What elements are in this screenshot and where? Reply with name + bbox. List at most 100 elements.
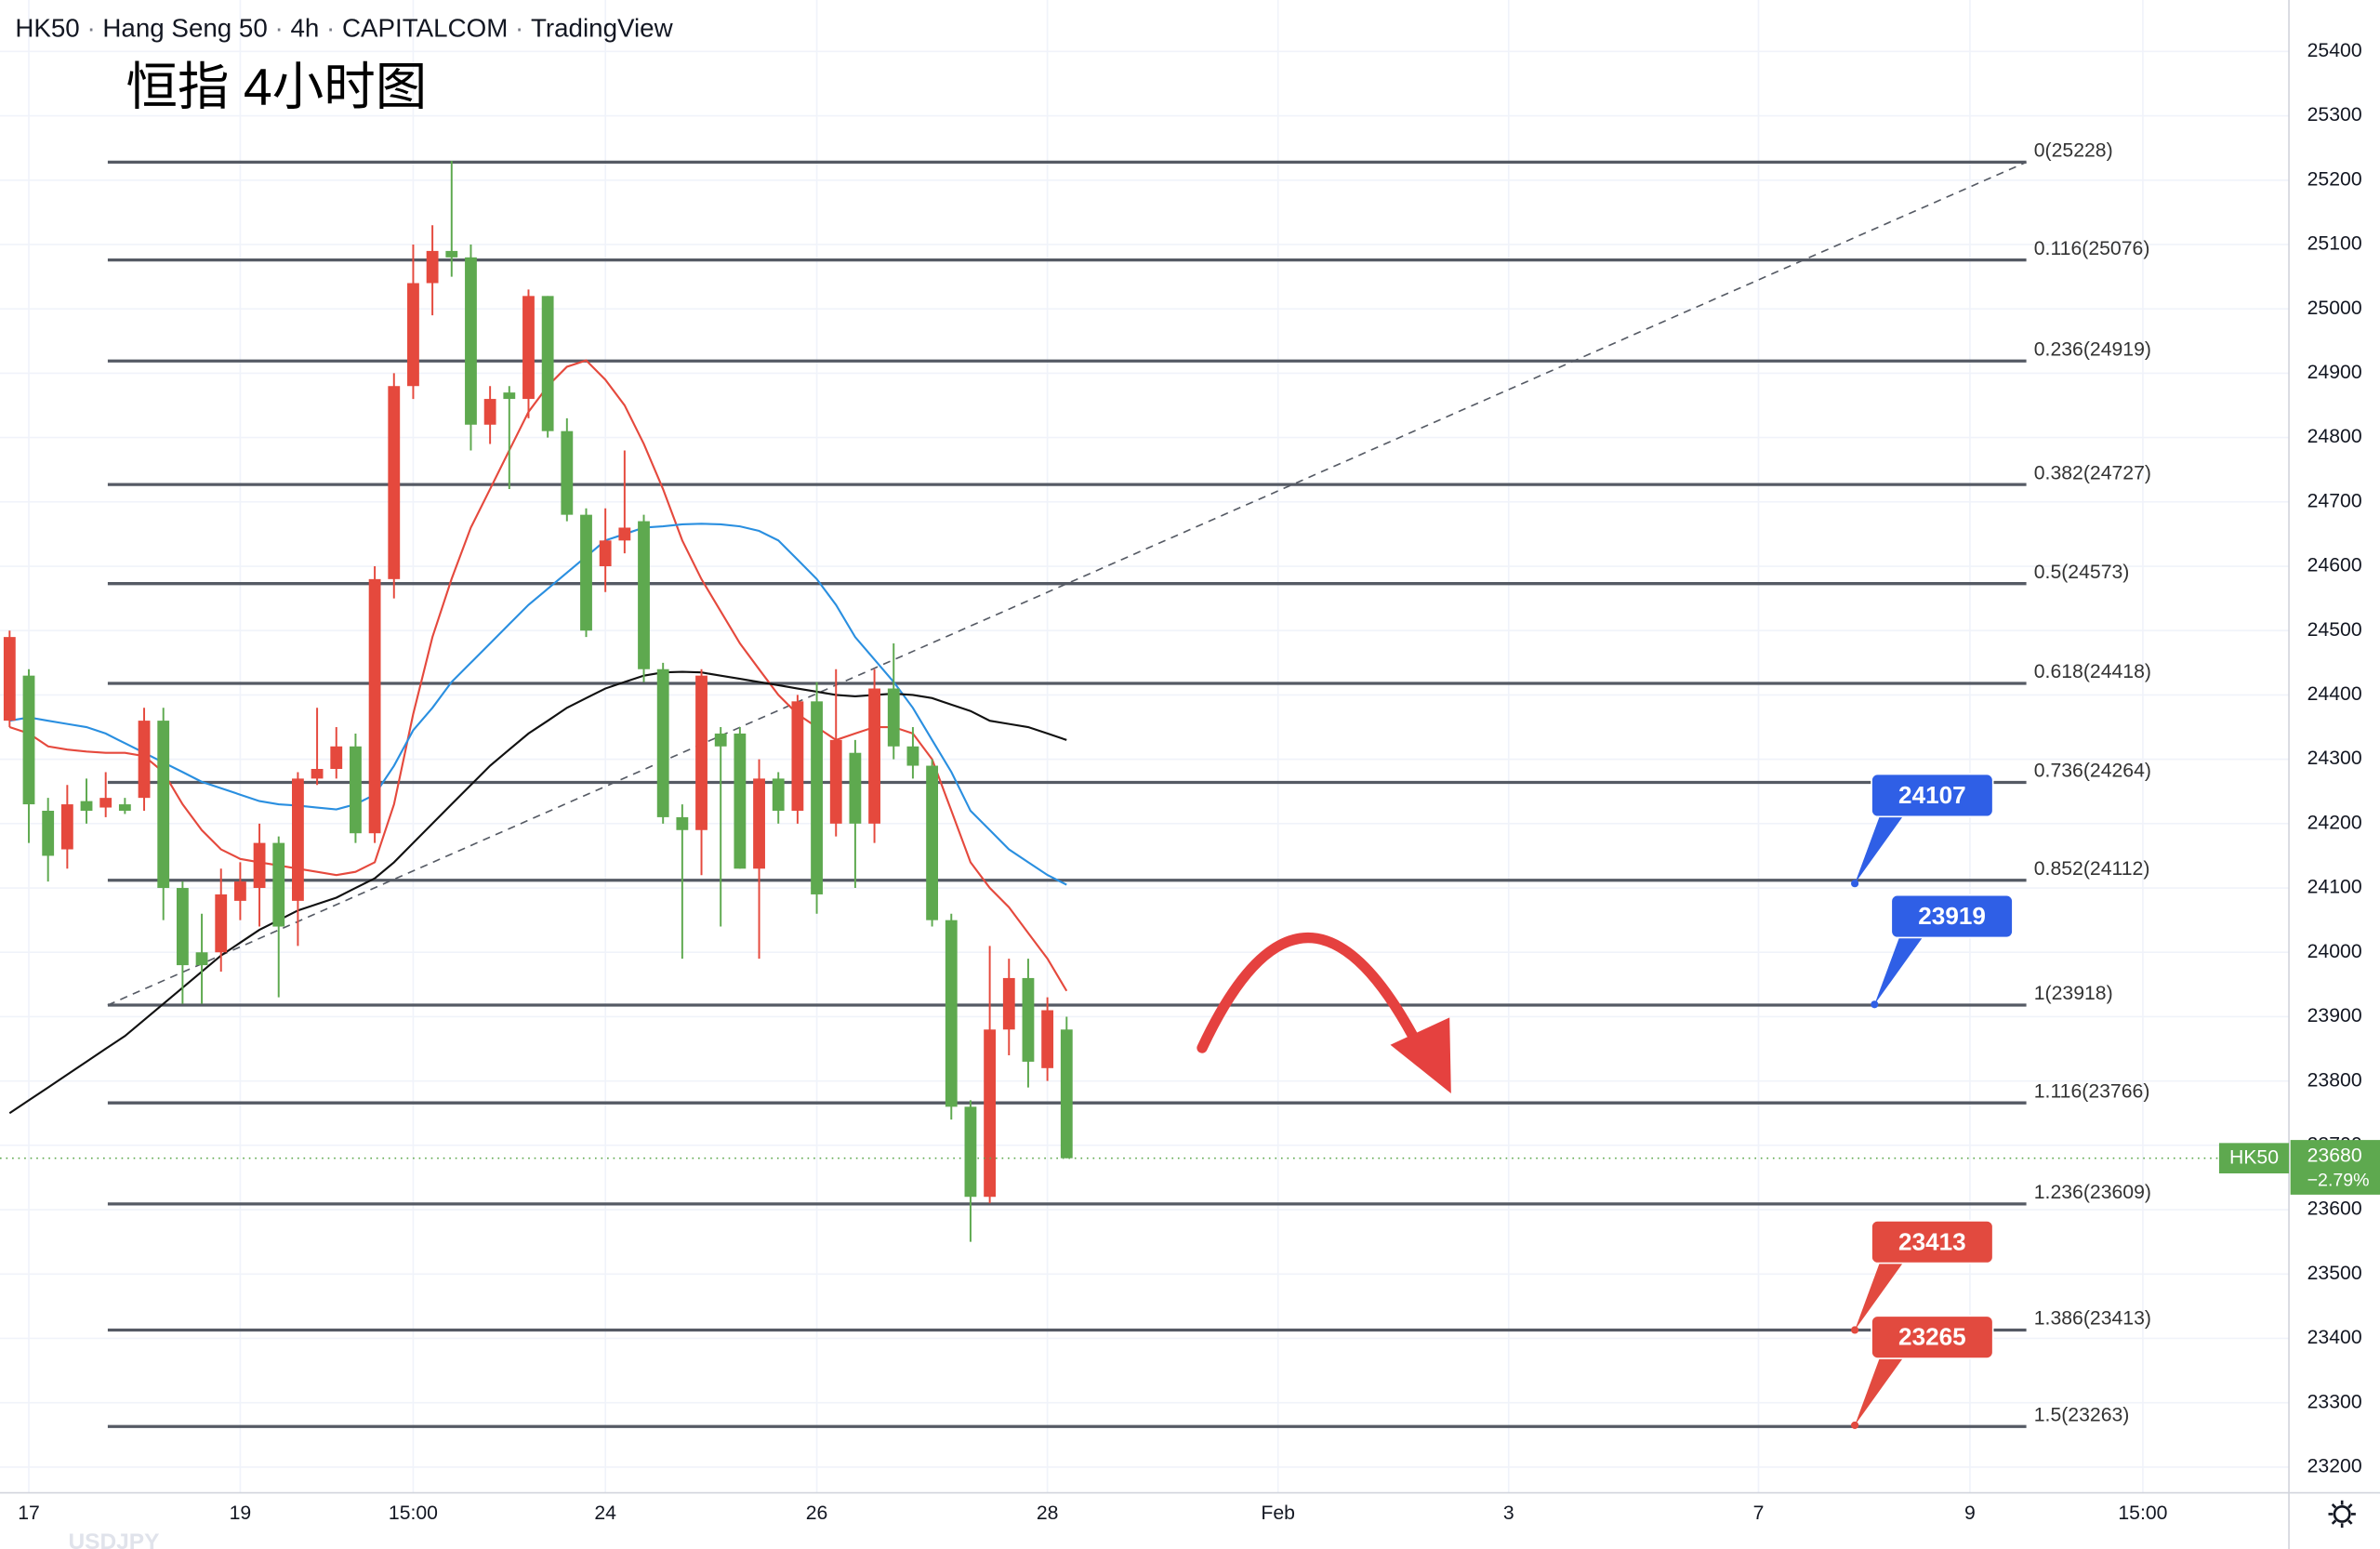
fib-label: 1(23918) [2034,983,2113,1004]
price-label: 23680 [2307,1145,2362,1167]
callout-label: 23413 [1898,1227,1966,1255]
x-tick-label: 9 [1964,1503,1976,1524]
candle-body [503,392,516,400]
candle-body [811,701,823,894]
candle-body [599,540,612,567]
y-tick-label: 24100 [2307,877,2362,898]
y-tick-label: 23800 [2307,1069,2362,1091]
candle-body [926,765,939,920]
candle-body [426,250,439,284]
y-tick-label: 24500 [2307,619,2362,641]
x-tick-label: 28 [1037,1503,1059,1524]
callout-anchor [1851,1326,1859,1334]
fib-label: 1.116(23766) [2034,1080,2150,1102]
callout-box [1890,894,2014,939]
y-tick-label: 25000 [2307,298,2362,319]
y-tick-label: 25200 [2307,168,2362,190]
y-tick-label: 24300 [2307,748,2362,769]
x-tick-label: 15:00 [389,1503,438,1524]
candle-body [368,578,381,834]
candle-body [292,778,304,901]
candle-body [138,721,151,799]
overlays: 24107 23919 23413 23265 HK50 23680 −2.79% [0,773,2380,1429]
candle-body [445,250,458,258]
x-tick-label: 3 [1503,1503,1514,1524]
candle-body [772,778,785,811]
callout-label: 23265 [1898,1323,1966,1351]
fib-label: 1.236(23609) [2034,1182,2151,1203]
candle-body [3,637,16,722]
candle-body [388,386,401,579]
candle-body [465,257,477,425]
candle-body [753,778,765,869]
chart-title: 恒指 4小时图 [126,59,428,116]
moving-average [9,523,1067,886]
candle-body [1022,977,1035,1062]
fib-label: 1.386(23413) [2034,1308,2151,1330]
candle-body [676,816,689,830]
candle-body [656,669,669,817]
y-tick-label: 24900 [2307,362,2362,383]
fib-label: 1.5(23263) [2034,1404,2130,1425]
price-tag [2290,1140,2380,1195]
callout-label: 23919 [1918,902,1986,930]
y-tick-label: 24800 [2307,426,2362,447]
candle-body [350,746,362,834]
fib-levels: 0(25228) 0.116(25076) 0.236(24919) 0.382(24… [107,140,2151,1428]
candle-body [272,842,285,927]
symbol-tag [2218,1143,2290,1174]
candle-body [964,1106,977,1198]
candle-body [60,804,73,850]
candle-body [1002,977,1015,1030]
candle-body [618,527,631,541]
x-tick-label: 17 [18,1503,40,1524]
plot [3,161,1073,1242]
header: HK50 · Hang Seng 50 · 4h · CAPITALCOM · … [15,14,673,43]
symbol-label: HK50 [2229,1146,2279,1168]
candle-body [233,881,246,901]
settings-icon[interactable] [2328,1500,2356,1529]
fib-label: 0.382(24727) [2034,462,2151,483]
candle-body [791,701,804,811]
candle-body [42,810,55,856]
y-tick-label: 24600 [2307,555,2362,576]
candle-body [1060,1029,1073,1158]
candle-body [829,739,842,824]
y-tick-label: 25100 [2307,233,2362,255]
callout-pointer [1855,1355,1905,1425]
candle-body [541,296,554,431]
header-item: TradingView [531,14,674,43]
y-tick-label: 25300 [2307,104,2362,126]
callout-anchor [1871,1000,1879,1009]
y-tick-label: 23400 [2307,1327,2362,1348]
watermark: USDJPY [68,1529,159,1549]
x-tick-label: 24 [594,1503,616,1524]
y-tick-label: 24200 [2307,812,2362,833]
candle-body [80,801,93,811]
candle-body [157,721,170,889]
y-tick-label: 23300 [2307,1391,2362,1412]
x-tick-label: 15:00 [2118,1503,2167,1524]
candle-body [215,894,228,953]
arrow-head [1390,1017,1451,1093]
callout-pointer [1855,1260,1905,1331]
candle-body [984,1029,997,1198]
x-tick-label: 7 [1753,1503,1765,1524]
candle-body [118,804,131,811]
candle-body [887,688,900,747]
callout-pointer [1855,814,1905,884]
callout-box [1871,773,1994,818]
candle-body [561,430,574,515]
fib-label: 0.5(24573) [2034,562,2130,583]
x-tick-label: Feb [1261,1503,1295,1524]
fib-label: 0.236(24919) [2034,338,2151,360]
y-tick-label: 25400 [2307,40,2362,61]
fib-label: 0.116(25076) [2034,238,2150,259]
y-tick-label: 23600 [2307,1198,2362,1220]
change-label: −2.79% [2307,1170,2370,1190]
candle-body [22,675,35,805]
fib-label: 0.736(24264) [2034,761,2151,782]
grid [0,0,2290,1493]
